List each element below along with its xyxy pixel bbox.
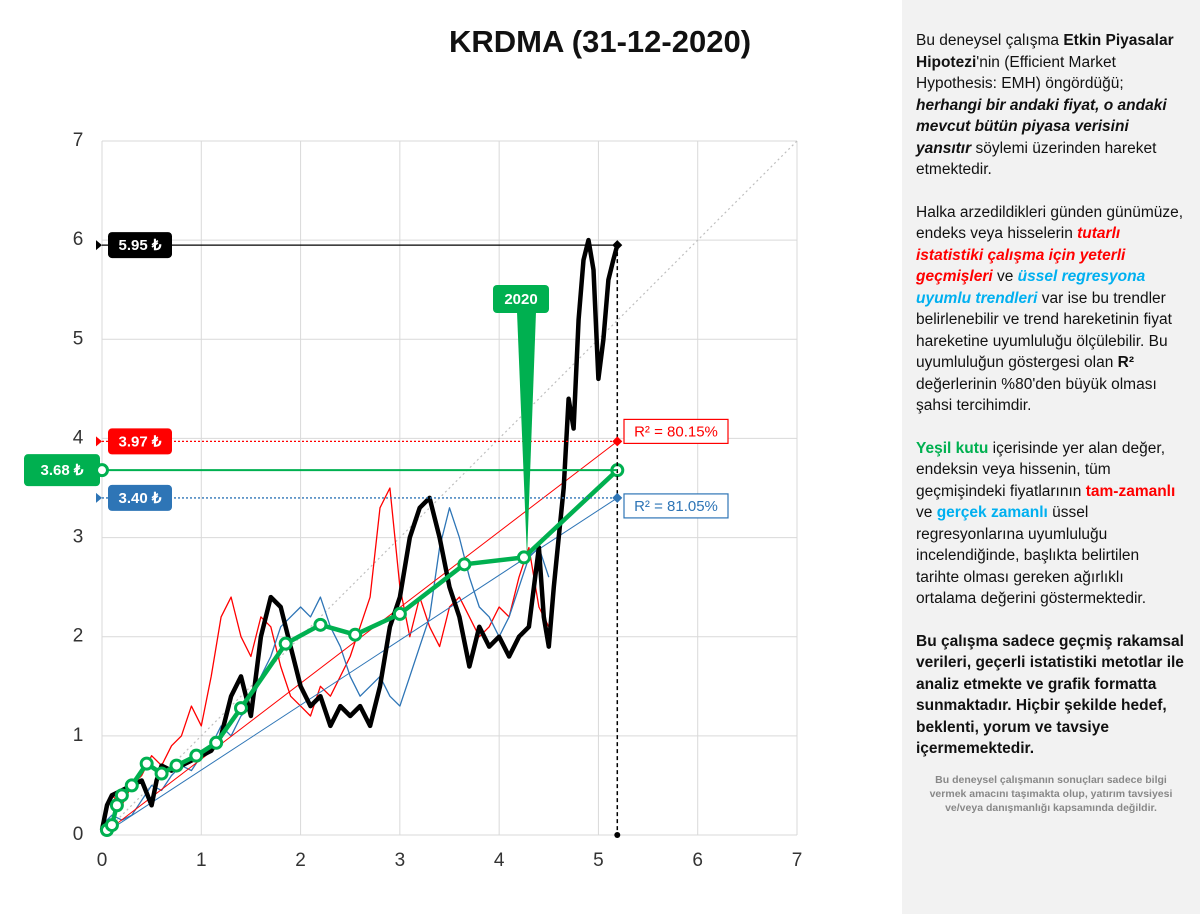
end-dot <box>614 832 621 838</box>
y-tick-label: 7 <box>73 130 84 151</box>
chart: KRDMA (31-12-2020) 0 1 2 3 4 5 6 7 0 1 2 3 4 5 6 7 5.95 … <box>24 24 803 872</box>
marker-arrow <box>96 240 102 251</box>
paragraph: Bu deneysel çalışma Etkin Piyasalar Hipo… <box>916 30 1186 181</box>
y-tick-label: 6 <box>73 229 84 250</box>
text-segment: var ise bu trendler belirlenebilir ve tr… <box>916 289 1172 372</box>
x-tick-label: 5 <box>593 850 604 871</box>
marker-label: 3.68 ₺ <box>41 462 84 479</box>
y-tick-label: 1 <box>73 725 84 746</box>
series-line <box>101 487 550 826</box>
marker-label: 3.40 ₺ <box>119 490 162 507</box>
text-segment: Yeşil kutu <box>916 439 989 457</box>
marker-label: 5.95 ₺ <box>119 237 162 254</box>
marker-label: 3.97 ₺ <box>119 433 162 450</box>
series-marker <box>169 758 184 773</box>
series-marker <box>189 748 204 763</box>
r2-label: R² = 81.05% <box>634 498 718 515</box>
text-segment: Halka arzedildikleri günden günümüze, en… <box>916 203 1184 243</box>
series-marker <box>209 735 224 750</box>
text-segment: Bu çalışma sadece geçmiş rakamsal verile… <box>916 632 1184 758</box>
marker-end <box>612 436 623 447</box>
series-marker <box>124 778 139 793</box>
series-marker <box>313 617 328 632</box>
text-segment: üssel regresyonlarına uyumluluğu incelen… <box>916 504 1147 607</box>
y-tick-label: 5 <box>73 328 84 349</box>
marker-arrow <box>96 492 102 503</box>
r2-box <box>623 418 729 445</box>
text-segment: gerçek zamanlı <box>936 504 1048 521</box>
r2-box <box>623 493 729 519</box>
series-marker <box>139 756 154 771</box>
x-tick-label: 2 <box>295 850 306 871</box>
series-marker <box>392 606 407 621</box>
r2-label: R² = 80.15% <box>634 423 718 440</box>
chart-title: KRDMA (31-12-2020) <box>449 24 751 59</box>
side-panel: Bu deneysel çalışma Etkin Piyasalar Hipo… <box>902 0 1200 914</box>
series-marker <box>278 636 293 651</box>
text-segment: içerisinde yer alan değer, endeksin veya… <box>916 439 1166 500</box>
x-tick-label: 4 <box>494 850 505 871</box>
text-segment: ve <box>916 504 937 521</box>
annotation-label: 2020 <box>504 291 537 308</box>
paragraph: Yeşil kutu içerisinde yer alan değer, en… <box>916 438 1186 610</box>
marker-box <box>108 232 172 259</box>
series-marker <box>348 627 363 642</box>
text-segment: 'nin (Efficient Market Hypothesis: EMH) … <box>916 53 1124 93</box>
marker-box-dot <box>95 463 109 478</box>
marker-box <box>108 484 172 511</box>
text-segment: ve <box>992 268 1018 285</box>
x-tick-label: 3 <box>395 850 406 871</box>
x-tick-label: 7 <box>792 850 803 871</box>
paragraph: Halka arzedildikleri günden günümüze, en… <box>916 202 1186 417</box>
series-line <box>101 497 618 836</box>
marker-end <box>612 492 623 503</box>
x-tick-label: 1 <box>196 850 207 871</box>
x-tick-label: 0 <box>97 850 108 871</box>
text-segment: üssel regresyona uyumlu trendleri <box>916 268 1146 307</box>
marker-box <box>108 428 172 455</box>
x-tick-label: 6 <box>692 850 703 871</box>
series-line <box>101 140 798 836</box>
annotation-pointer <box>517 312 536 558</box>
text-segment: R² <box>1117 354 1134 371</box>
y-tick-label: 2 <box>73 626 84 647</box>
text-segment: herhangi bir andaki fiyat, o andaki mevc… <box>916 96 1167 157</box>
marker-end <box>612 240 623 251</box>
series-marker <box>154 766 169 781</box>
y-tick-label: 4 <box>73 427 84 448</box>
series-marker <box>457 557 472 572</box>
text-segment: Etkin Piyasalar Hipotezi <box>916 32 1174 71</box>
series-marker <box>114 788 129 803</box>
series-marker <box>104 818 119 833</box>
text-segment: söylemi üzerinden hareket etmektedir. <box>916 139 1157 179</box>
y-tick-label: 0 <box>73 824 84 845</box>
text-segment: değerlerinin %80'den büyük olması şahsi … <box>916 375 1157 415</box>
text-segment: Bu deneysel çalışma <box>916 32 1064 49</box>
series-marker <box>516 550 531 565</box>
marker-box <box>24 454 100 487</box>
series-marker <box>234 701 248 716</box>
text-segment: tutarlı istatistiki çalışma için yeterli… <box>916 225 1126 285</box>
marker-arrow <box>96 436 102 447</box>
paragraph: Bu çalışma sadece geçmiş rakamsal verile… <box>916 631 1186 760</box>
annotation-box <box>493 285 549 313</box>
footnote: Bu deneysel çalışmanın sonuçları sadece … <box>929 773 1173 814</box>
y-tick-label: 3 <box>73 527 84 548</box>
text-segment: tam-zamanlı <box>1085 482 1176 500</box>
